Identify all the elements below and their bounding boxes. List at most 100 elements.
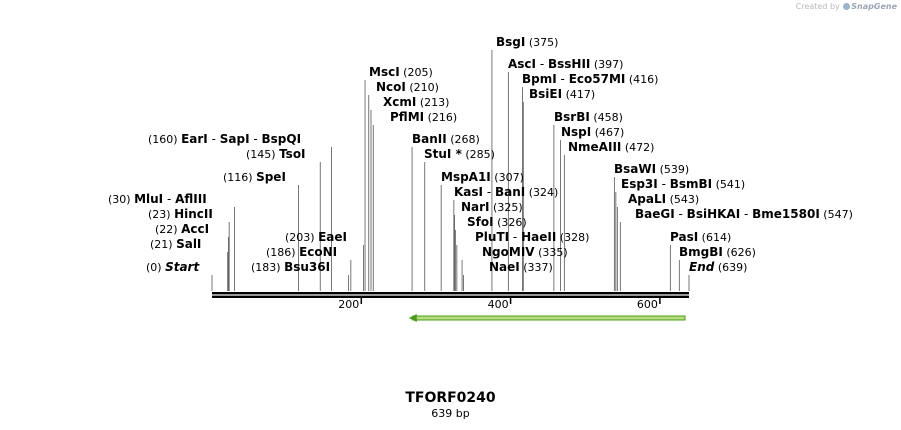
enzyme-position: (472) xyxy=(621,141,654,154)
enzyme-label-bsgi[interactable]: BsgI (375) xyxy=(496,35,558,49)
svg-text:BanII (268): BanII (268) xyxy=(412,132,480,146)
enzyme-position: (335) xyxy=(535,246,568,259)
enzyme-name: BsgI xyxy=(496,35,525,49)
svg-text:NaeI (337): NaeI (337) xyxy=(489,260,553,274)
enzyme-label-end[interactable]: End (639) xyxy=(689,260,747,274)
enzyme-position: (145) xyxy=(246,148,279,161)
svg-text:SfoI (326): SfoI (326) xyxy=(467,215,527,229)
enzyme-label-xcmi[interactable]: XcmI (213) xyxy=(383,95,449,109)
enzyme-label-eari[interactable]: (160) EarI - SapI - BspQI xyxy=(148,132,301,146)
enzyme-name: Eco57MI xyxy=(569,72,626,86)
enzyme-label-asci[interactable]: AscI - BssHII (397) xyxy=(508,57,623,71)
svg-text:NspI (467): NspI (467) xyxy=(561,125,624,139)
svg-text:KasI - BanI (324): KasI - BanI (324) xyxy=(454,185,558,199)
svg-text:End (639): End (639) xyxy=(689,260,747,274)
enzyme-label-kasi[interactable]: KasI - BanI (324) xyxy=(454,185,558,199)
enzyme-name: PflMI xyxy=(390,110,424,124)
svg-text:NmeAIII (472): NmeAIII (472) xyxy=(568,140,654,154)
backbone-top-strand xyxy=(212,292,689,295)
tick-label-200: 200 xyxy=(338,298,359,311)
enzyme-label-esp3i[interactable]: Esp3I - BsmBI (541) xyxy=(621,177,745,191)
enzyme-position: (639) xyxy=(714,261,747,274)
svg-text:XcmI (213): XcmI (213) xyxy=(383,95,449,109)
enzyme-label-start[interactable]: (0) Start xyxy=(146,260,200,274)
enzyme-label-ngomiv[interactable]: NgoMIV (335) xyxy=(482,245,568,259)
enzyme-label-acci[interactable]: (22) AccI xyxy=(155,222,209,236)
enzyme-name: EarI xyxy=(181,132,208,146)
map-size: 639 bp xyxy=(431,407,470,420)
enzyme-position: (467) xyxy=(591,126,624,139)
map-title: TFORF0240 xyxy=(405,390,496,406)
svg-text:BsaWI (539): BsaWI (539) xyxy=(614,162,689,176)
enzyme-name: SfoI xyxy=(467,215,494,229)
enzyme-name: SapI xyxy=(220,132,250,146)
svg-text:(186) EcoNI: (186) EcoNI xyxy=(266,245,337,259)
enzyme-name: Bsu36I xyxy=(284,260,330,274)
enzyme-position: (543) xyxy=(666,193,699,206)
enzyme-label-bsu36i[interactable]: (183) Bsu36I xyxy=(251,260,330,274)
enzyme-label-banii[interactable]: BanII (268) xyxy=(412,132,480,146)
svg-text:StuI * (285): StuI * (285) xyxy=(424,147,495,161)
enzyme-label-nmeaiii[interactable]: NmeAIII (472) xyxy=(568,140,654,154)
enzyme-name: XcmI xyxy=(383,95,416,109)
enzyme-position: (216) xyxy=(424,111,457,124)
enzyme-position: (186) xyxy=(266,246,299,259)
enzyme-label-hincii[interactable]: (23) HincII xyxy=(148,207,213,221)
enzyme-label-pasi[interactable]: PasI (614) xyxy=(670,230,731,244)
svg-text:(145) TsoI: (145) TsoI xyxy=(246,147,306,161)
enzyme-label-eaei[interactable]: (203) EaeI xyxy=(285,230,347,244)
enzyme-position: (213) xyxy=(416,96,449,109)
svg-text:BsrBI (458): BsrBI (458) xyxy=(554,110,623,124)
enzyme-label-apali[interactable]: ApaLI (543) xyxy=(628,192,699,206)
enzyme-name: ApaLI xyxy=(628,192,666,206)
enzyme-name: BsiEI xyxy=(529,87,562,101)
svg-text:NgoMIV (335): NgoMIV (335) xyxy=(482,245,568,259)
enzyme-position: (324) xyxy=(525,186,558,199)
enzyme-label-econi[interactable]: (186) EcoNI xyxy=(266,245,337,259)
svg-text:BaeGI - BsiHKAI - Bme1580I: BaeGI - BsiHKAI - Bme1580I (547) xyxy=(635,207,853,221)
enzyme-label-bsiei[interactable]: BsiEI (417) xyxy=(529,87,595,101)
enzyme-label-ncoi[interactable]: NcoI (210) xyxy=(376,80,439,94)
enzyme-name: EcoNI xyxy=(299,245,337,259)
enzyme-position: (21) xyxy=(150,238,176,251)
enzyme-label-msci[interactable]: MscI (205) xyxy=(369,65,433,79)
enzyme-label-spei[interactable]: (116) SpeI xyxy=(223,170,286,184)
enzyme-label-tsoi[interactable]: (145) TsoI xyxy=(246,147,306,161)
enzyme-position: (547) xyxy=(820,208,853,221)
enzyme-position: (458) xyxy=(590,111,623,124)
enzyme-label-mlui[interactable]: (30) MluI - AflIII xyxy=(108,192,207,206)
enzyme-name: NcoI xyxy=(376,80,406,94)
enzyme-position: (307) xyxy=(491,171,524,184)
enzyme-label-pflmi[interactable]: PflMI (216) xyxy=(390,110,457,124)
enzyme-label-stui[interactable]: StuI * (285) xyxy=(424,147,495,161)
enzyme-position: (417) xyxy=(562,88,595,101)
enzyme-label-naei[interactable]: NaeI (337) xyxy=(489,260,553,274)
enzyme-label-bsawi[interactable]: BsaWI (539) xyxy=(614,162,689,176)
enzyme-name: SpeI xyxy=(256,170,286,184)
enzyme-label-pluti[interactable]: PluTI - HaeII (328) xyxy=(475,230,589,244)
enzyme-position: (326) xyxy=(494,216,527,229)
enzyme-position: (183) xyxy=(251,261,284,274)
enzyme-position: (328) xyxy=(556,231,589,244)
enzyme-position: (337) xyxy=(520,261,553,274)
enzyme-name: PluTI xyxy=(475,230,509,244)
enzyme-position: (397) xyxy=(590,58,623,71)
enzyme-position: (116) xyxy=(223,171,256,184)
enzyme-label-sfoi[interactable]: SfoI (326) xyxy=(467,215,527,229)
svg-text:Esp3I - BsmBI (541): Esp3I - BsmBI (541) xyxy=(621,177,745,191)
enzyme-label-bmgbi[interactable]: BmgBI (626) xyxy=(679,245,756,259)
svg-text:(30) MluI - AflIII: (30) MluI - AflIII xyxy=(108,192,207,206)
enzyme-label-mspa1i[interactable]: MspA1I (307) xyxy=(441,170,524,184)
enzyme-label-baegi[interactable]: BaeGI - BsiHKAI - Bme1580I (547) xyxy=(635,207,853,221)
enzyme-label-nspi[interactable]: NspI (467) xyxy=(561,125,624,139)
enzyme-label-bsrbi[interactable]: BsrBI (458) xyxy=(554,110,623,124)
enzyme-label-bpmi[interactable]: BpmI - Eco57MI (416) xyxy=(522,72,658,86)
enzyme-position: (203) xyxy=(285,231,318,244)
enzyme-name: NarI xyxy=(461,200,490,214)
enzyme-label-sali[interactable]: (21) SalI xyxy=(150,237,201,251)
svg-text:BmgBI (626): BmgBI (626) xyxy=(679,245,756,259)
svg-text:(21) SalI: (21) SalI xyxy=(150,237,201,251)
enzyme-label-nari[interactable]: NarI (325) xyxy=(461,200,523,214)
enzyme-name: BanI xyxy=(495,185,525,199)
